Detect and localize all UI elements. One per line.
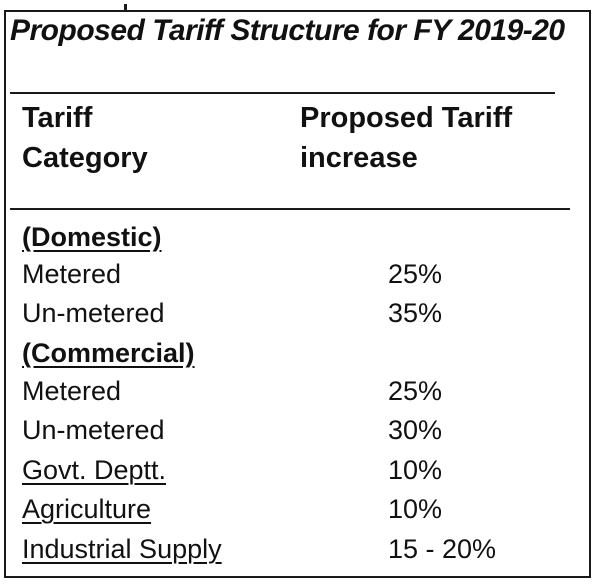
row-category: Un-metered [22,415,165,445]
row-value: 35% [388,298,443,328]
column-header-increase: Proposed Tariff increase [300,98,512,178]
table-row: Industrial Supply 15 - 20% [0,530,590,569]
column-header-increase-line1: Proposed Tariff [300,102,513,134]
table-row: Govt. Deptt. 10% [0,451,590,490]
row-value: 25% [388,259,443,289]
table-frame [4,10,591,578]
table-row: Metered 25% [0,255,590,294]
row-category: Un-metered [22,298,165,328]
row-value: 15 - 20% [388,534,497,564]
section-row-domestic: (Domestic) [0,218,590,257]
section-row-commercial: (Commercial) [0,334,590,373]
row-value: 30% [388,415,443,445]
row-value: 25% [388,376,443,406]
header-top-rule [10,92,555,94]
table-row: Metered 25% [0,372,590,411]
section-label-commercial: (Commercial) [22,338,195,368]
row-value: 10% [388,455,443,485]
row-category: Govt. Deptt. [22,455,167,485]
column-header-category-line1: Tariff [22,102,93,134]
table-row: Un-metered 30% [0,411,590,450]
row-category: Metered [22,259,122,289]
row-category: Industrial Supply [22,534,222,564]
column-header-increase-line2: increase [300,142,418,174]
row-category: Metered [22,376,122,406]
column-header-category: Tariff Category [22,98,148,178]
table-row: Agriculture 10% [0,490,590,529]
column-header-category-line2: Category [22,142,148,174]
table-row: Un-metered 35% [0,294,590,333]
frame-tick-mark [124,4,127,12]
row-category: Agriculture [22,494,152,524]
table-title: Proposed Tariff Structure for FY 2019-20 [10,14,565,47]
header-bottom-rule [10,208,570,210]
row-value: 10% [388,494,443,524]
section-label-domestic: (Domestic) [22,222,162,252]
